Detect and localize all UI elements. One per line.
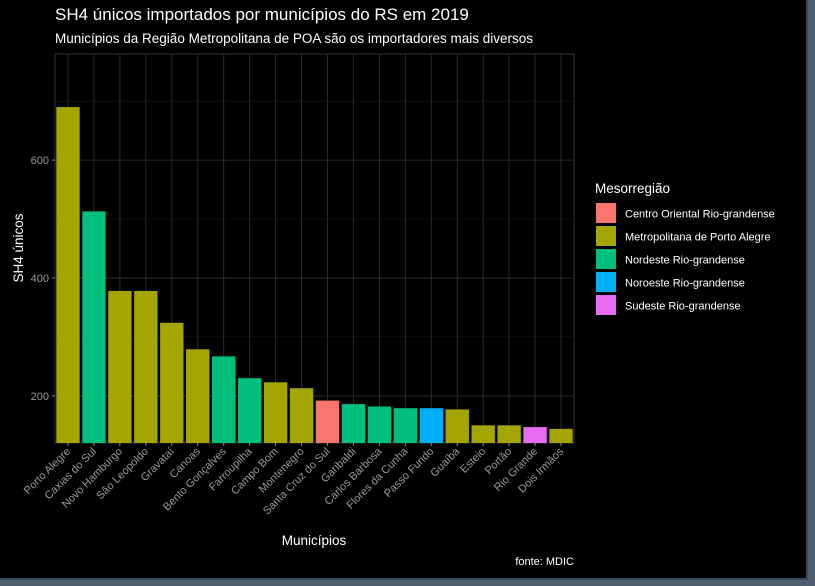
bar — [315, 400, 340, 443]
legend-label: Nordeste Rio-grandense — [625, 255, 745, 267]
legend-label: Sudeste Rio-grandense — [625, 301, 741, 313]
y-axis-title: SH4 únicos — [11, 213, 26, 282]
bar — [341, 404, 366, 443]
x-tick-label: Esteio — [458, 446, 488, 476]
bar — [393, 408, 418, 443]
bar-chart: SH4 únicos importados por municípios do … — [11, 5, 775, 568]
bar — [445, 409, 469, 443]
legend-swatch — [596, 226, 616, 246]
bar — [419, 408, 443, 443]
bar — [289, 388, 314, 443]
legend: Mesorregião Centro Oriental Rio-grandens… — [595, 181, 775, 315]
legend-label: Metropolitana de Porto Alegre — [625, 232, 771, 244]
bar — [471, 425, 495, 443]
bar — [523, 427, 547, 443]
chart-caption: fonte: MDIC — [515, 556, 574, 568]
bar — [56, 107, 80, 443]
bar — [211, 356, 236, 443]
legend-label: Centro Oriental Rio-grandense — [625, 209, 775, 221]
x-axis-title: Municípios — [282, 533, 347, 548]
y-axis: 200 400 600 — [31, 155, 55, 403]
bar — [160, 322, 184, 443]
legend-swatch — [596, 295, 616, 315]
bar — [108, 290, 132, 443]
chart-title: SH4 únicos importados por municípios do … — [55, 5, 469, 24]
bar — [497, 425, 521, 443]
bar — [237, 378, 262, 443]
bar — [186, 349, 210, 443]
plot-panel — [54, 53, 575, 444]
bar — [263, 382, 288, 443]
y-tick-label: 600 — [31, 155, 49, 167]
bar — [549, 428, 573, 443]
y-tick-label: 400 — [31, 273, 49, 285]
chart-subtitle: Municípios da Região Metropolitana de PO… — [55, 31, 533, 46]
legend-swatch — [596, 249, 616, 269]
bar — [82, 211, 106, 443]
bar — [367, 406, 392, 443]
bars — [56, 107, 573, 443]
legend-swatch — [596, 203, 616, 223]
legend-label: Noroeste Rio-grandense — [625, 278, 745, 290]
y-tick-label: 200 — [31, 391, 49, 403]
legend-items: Centro Oriental Rio-grandense Metropolita… — [596, 203, 775, 315]
legend-title: Mesorregião — [595, 181, 670, 196]
legend-swatch — [596, 272, 616, 292]
bar — [134, 290, 158, 443]
x-tick-label: Guaíba — [428, 445, 463, 480]
